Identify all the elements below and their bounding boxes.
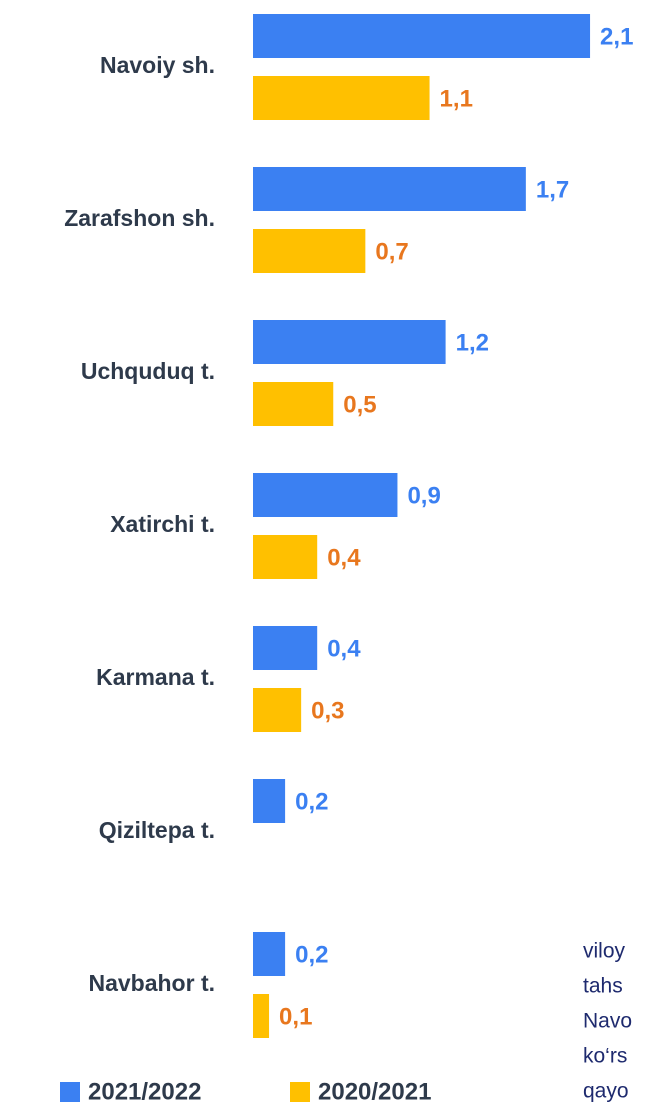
legend-label: 2021/2022 [88, 1078, 201, 1105]
side-text: viloy [583, 940, 626, 963]
bar [253, 14, 591, 58]
bar [253, 688, 302, 732]
category-label: Navoiy sh. [100, 52, 215, 78]
value-label: 1,7 [536, 176, 569, 203]
value-label: 0,3 [311, 697, 344, 724]
value-label: 0,2 [295, 941, 328, 968]
bar [253, 320, 446, 364]
value-label: 2,1 [600, 23, 633, 50]
bar [253, 779, 286, 823]
category-label: Qiziltepa t. [99, 817, 215, 843]
side-text: tahs [583, 975, 623, 998]
bar [253, 229, 366, 273]
legend-label: 2020/2021 [318, 1078, 431, 1105]
side-text: ko‘rs [583, 1045, 627, 1068]
side-text: qayo [583, 1080, 629, 1103]
category-label: Zarafshon sh. [64, 205, 215, 231]
value-label: 0,4 [327, 635, 361, 662]
bar [253, 535, 318, 579]
value-label: 0,7 [375, 238, 408, 265]
category-label: Uchquduq t. [81, 358, 215, 384]
bar [253, 76, 430, 120]
value-label: 0,1 [279, 1003, 312, 1030]
bar [253, 626, 318, 670]
legend-swatch [60, 1082, 80, 1102]
legend-swatch [290, 1082, 310, 1102]
category-label: Navbahor t. [88, 970, 215, 996]
side-text: Navo [583, 1010, 632, 1033]
value-label: 1,1 [440, 85, 473, 112]
bar [253, 382, 334, 426]
value-label: 1,2 [456, 329, 489, 356]
value-label: 0,2 [295, 788, 328, 815]
value-label: 0,4 [327, 544, 361, 571]
bar [253, 994, 270, 1038]
category-label: Karmana t. [96, 664, 215, 690]
category-label: Xatirchi t. [110, 511, 215, 537]
bar [253, 167, 526, 211]
value-label: 0,9 [407, 482, 440, 509]
bar [253, 932, 286, 976]
bar [253, 473, 398, 517]
value-label: 0,5 [343, 391, 376, 418]
